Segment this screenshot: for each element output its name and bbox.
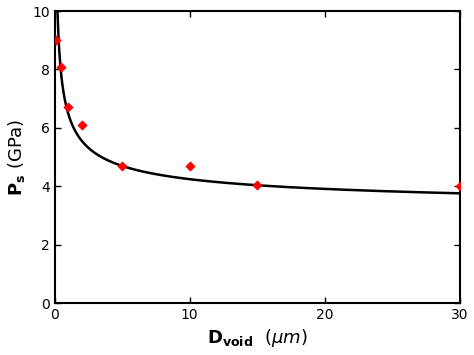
Y-axis label: $\mathbf{P}_{\mathbf{s}}$ (GPa): $\mathbf{P}_{\mathbf{s}}$ (GPa)	[6, 118, 27, 196]
Point	[64, 105, 72, 110]
Point	[57, 64, 65, 69]
Point	[78, 122, 85, 128]
Point	[52, 37, 60, 43]
X-axis label: $\mathbf{D}_{\mathbf{void}}$  $(\mu m)$: $\mathbf{D}_{\mathbf{void}}$ $(\mu m)$	[207, 327, 308, 349]
Point	[118, 163, 126, 169]
Point	[456, 184, 464, 189]
Point	[254, 182, 261, 188]
Point	[186, 163, 193, 169]
